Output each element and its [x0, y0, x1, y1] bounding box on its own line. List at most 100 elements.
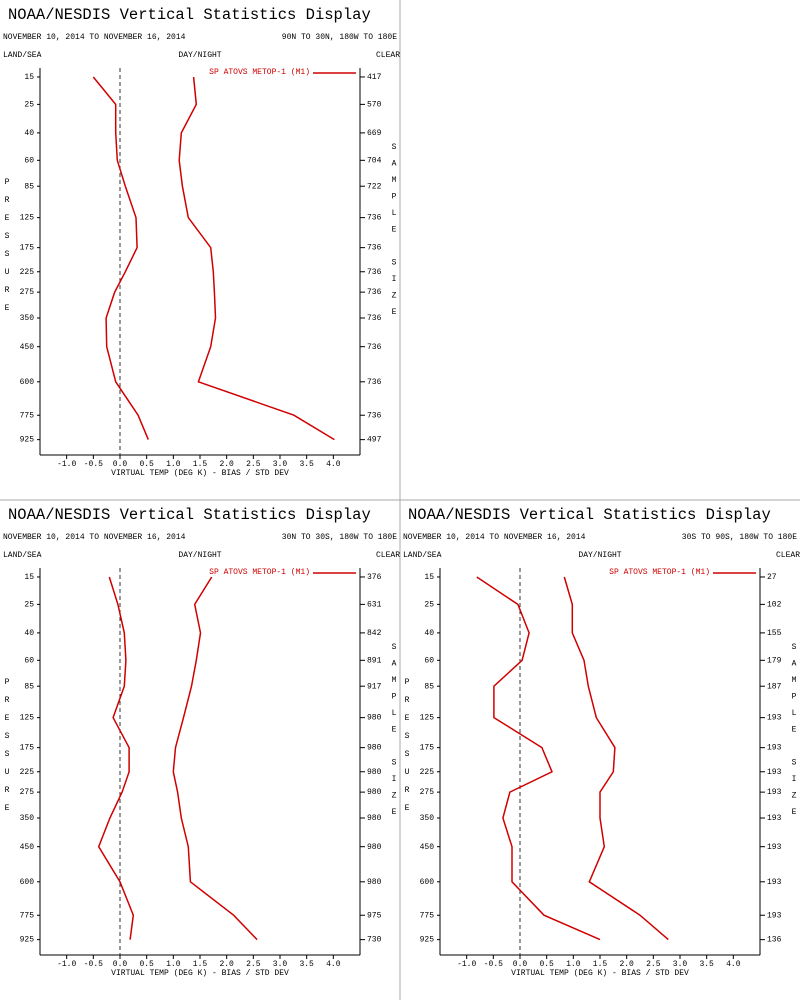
y-tick-label: 600 — [20, 878, 35, 887]
x-tick-label: 0.0 — [113, 460, 128, 469]
x-tick-label: -1.0 — [57, 960, 76, 969]
y-tick-label: 275 — [20, 788, 35, 797]
sample-size: 102 — [767, 600, 782, 609]
y-tick-label: 125 — [20, 714, 35, 723]
y-tick-label: 25 — [424, 600, 434, 609]
sample-size: 193 — [767, 843, 782, 852]
y-tick-label: 175 — [20, 244, 35, 253]
sample-size: 193 — [767, 744, 782, 753]
y-tick-label: 25 — [24, 100, 34, 109]
legend-label: SP ATOVS METOP-1 (M1) — [209, 68, 310, 77]
y-tick-label: 15 — [424, 573, 434, 582]
profile-line — [476, 576, 601, 941]
sample-size: 155 — [767, 629, 782, 638]
y-tick-label: 60 — [424, 656, 434, 665]
x-tick-label: 3.5 — [299, 960, 314, 969]
sample-size: 736 — [367, 288, 382, 297]
y-tick-label: 15 — [24, 73, 34, 82]
y-tick-label: 125 — [420, 714, 435, 723]
y-tick-label: 925 — [420, 936, 435, 945]
x-tick-label: 1.5 — [593, 960, 608, 969]
y-tick-label: 925 — [20, 436, 35, 445]
sample-size: 136 — [767, 936, 782, 945]
y-tick-label: 925 — [20, 936, 35, 945]
date-range: NOVEMBER 10, 2014 TO NOVEMBER 16, 2014 — [3, 33, 186, 42]
top-right-label: CLEAR — [776, 551, 800, 560]
sample-size: 736 — [367, 268, 382, 277]
sample-size: 704 — [367, 156, 382, 165]
x-tick-label: -0.5 — [84, 960, 103, 969]
profile-line — [172, 576, 258, 941]
sample-size: 736 — [367, 314, 382, 323]
sample-size: 497 — [367, 436, 382, 445]
date-range: NOVEMBER 10, 2014 TO NOVEMBER 16, 2014 — [3, 533, 186, 542]
y-tick-label: 600 — [20, 378, 35, 387]
sample-size: 193 — [767, 714, 782, 723]
y-tick-label: 175 — [420, 744, 435, 753]
x-tick-label: 1.0 — [566, 960, 581, 969]
region: 30N TO 30S, 180W TO 180E — [282, 533, 397, 542]
top-center-label: DAY/NIGHT — [178, 551, 221, 560]
region: 90N TO 30N, 180W TO 180E — [282, 33, 397, 42]
profile-line — [92, 76, 149, 440]
sample-size: 980 — [367, 878, 382, 887]
top-left-label: LAND/SEA — [403, 551, 442, 560]
sample-size: 631 — [367, 600, 382, 609]
sample-size: 570 — [367, 100, 382, 109]
x-tick-label: -1.0 — [57, 460, 76, 469]
top-right-label: CLEAR — [376, 551, 400, 560]
sample-size: 736 — [367, 378, 382, 387]
sample-size: 736 — [367, 244, 382, 253]
panel: NOAA/NESDIS Vertical Statistics Display N… — [403, 506, 800, 978]
x-axis-label: VIRTUAL TEMP (DEG K) - BIAS / STD DEV — [511, 969, 689, 978]
y-tick-label: 775 — [20, 911, 35, 920]
x-tick-label: 3.5 — [699, 960, 714, 969]
y-tick-label: 60 — [24, 656, 34, 665]
profile-line — [563, 576, 669, 941]
top-center-label: DAY/NIGHT — [178, 51, 221, 60]
x-tick-label: 2.0 — [619, 960, 634, 969]
sample-size: 980 — [367, 814, 382, 823]
sample-size: 980 — [367, 714, 382, 723]
sample-size: 730 — [367, 936, 382, 945]
x-tick-label: 0.5 — [539, 960, 554, 969]
y-tick-label: 85 — [24, 182, 34, 191]
sample-size: 980 — [367, 843, 382, 852]
top-center-label: DAY/NIGHT — [578, 551, 621, 560]
y-tick-label: 775 — [420, 911, 435, 920]
x-tick-label: 2.5 — [246, 460, 261, 469]
y-tick-label: 775 — [20, 411, 35, 420]
y-tick-label: 350 — [20, 314, 35, 323]
legend-label: SP ATOVS METOP-1 (M1) — [209, 568, 310, 577]
sample-size: 193 — [767, 878, 782, 887]
sample-size: 736 — [367, 343, 382, 352]
x-tick-label: 0.0 — [113, 960, 128, 969]
sample-size: 917 — [367, 682, 382, 691]
y-tick-label: 40 — [24, 129, 34, 138]
top-left-label: LAND/SEA — [3, 551, 42, 560]
sample-size: 27 — [767, 573, 777, 582]
y-tick-label: 275 — [20, 288, 35, 297]
x-tick-label: 0.5 — [139, 960, 154, 969]
y-tick-label: 450 — [420, 843, 435, 852]
title: NOAA/NESDIS Vertical Statistics Display — [8, 506, 371, 524]
profile-line — [97, 576, 135, 940]
sample-size: 179 — [767, 656, 782, 665]
sample-size: 193 — [767, 768, 782, 777]
top-left-label: LAND/SEA — [3, 51, 42, 60]
x-tick-label: 1.5 — [193, 460, 208, 469]
y-tick-label: 350 — [420, 814, 435, 823]
x-tick-label: 3.0 — [673, 960, 688, 969]
y-tick-label: 350 — [20, 814, 35, 823]
y-tick-label: 225 — [420, 768, 435, 777]
title: NOAA/NESDIS Vertical Statistics Display — [8, 6, 371, 24]
sample-size: 722 — [367, 182, 382, 191]
sample-size: 736 — [367, 411, 382, 420]
sample-size: 193 — [767, 814, 782, 823]
sample-size: 980 — [367, 768, 382, 777]
